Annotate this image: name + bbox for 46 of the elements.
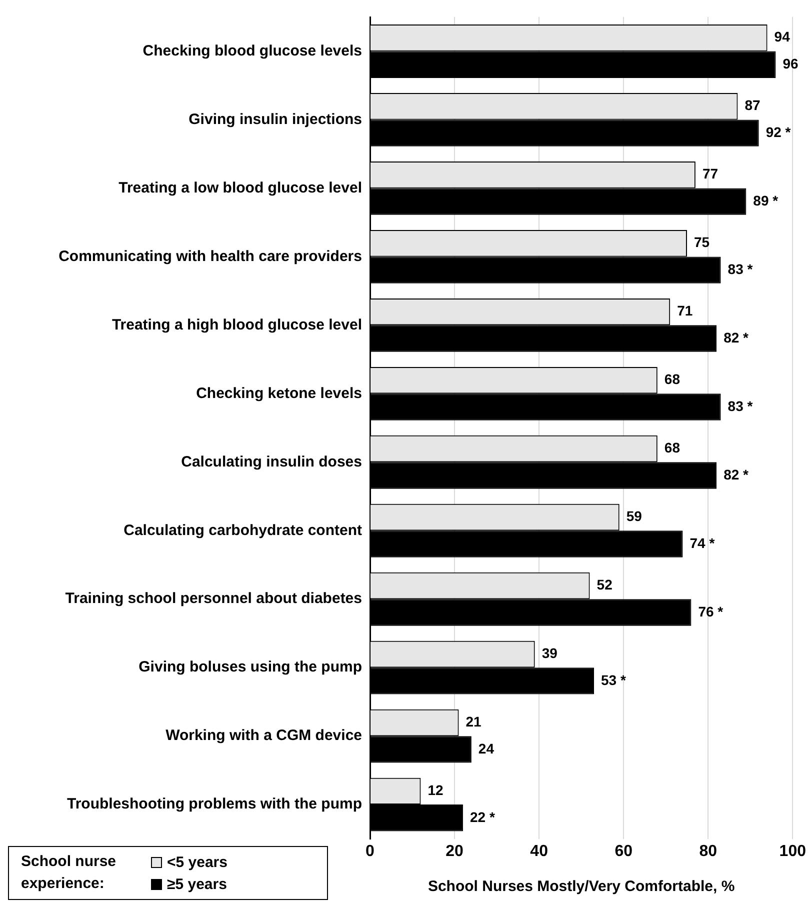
x-tick-label: 60	[614, 842, 633, 860]
x-tick-label: 80	[699, 842, 718, 860]
data-label: 83 *	[728, 260, 754, 277]
y-tick-label: Giving boluses using the pump	[138, 658, 362, 676]
data-label: 24	[478, 740, 494, 756]
y-tick-label: Checking ketone levels	[196, 384, 362, 402]
data-label: 76 *	[698, 603, 724, 620]
data-label: 94	[774, 28, 790, 45]
y-tick-label: Communicating with health care providers	[58, 248, 362, 265]
y-tick-label: Working with a CGM device	[166, 727, 362, 744]
data-label: 75	[694, 234, 710, 250]
data-label: 82 *	[724, 329, 750, 346]
y-tick-label: Treating a high blood glucose level	[112, 316, 362, 334]
data-label: 52	[596, 576, 613, 593]
x-tick-label: 0	[366, 842, 375, 860]
data-label: 68	[664, 371, 680, 388]
data-label: 82 *	[724, 466, 750, 482]
y-tick-label: Calculating insulin doses	[181, 453, 362, 470]
legend-label: ≥5 years	[167, 876, 227, 892]
data-label: 68	[664, 440, 680, 456]
data-label: 39	[542, 645, 558, 662]
y-tick-label: Training school personnel about diabetes	[65, 590, 362, 608]
x-tick-label: 20	[446, 842, 464, 860]
x-tick-label: 100	[779, 842, 806, 860]
data-label: 22 *	[470, 808, 496, 825]
legend-title: School nurse experience:	[20, 852, 118, 894]
data-label: 74 *	[690, 534, 716, 551]
x-axis-title: School Nurses Mostly/Very Comfortable, %	[428, 878, 735, 896]
y-tick-label: Troubleshooting problems with the pump	[67, 796, 362, 813]
data-label: 83 *	[728, 398, 754, 414]
y-tick-label: Treating a low blood glucose level	[118, 179, 362, 196]
data-label: 53 *	[601, 672, 626, 688]
x-tick-label: 40	[530, 842, 548, 860]
data-label: 92 *	[766, 124, 792, 140]
data-label: 77	[702, 166, 718, 182]
data-label: 71	[677, 302, 693, 319]
y-tick-label: Calculating carbohydrate content	[124, 522, 362, 539]
legend-label: <5 years	[167, 854, 228, 870]
y-tick-label: Giving insulin injections	[188, 110, 362, 128]
data-label: 12	[428, 782, 444, 798]
data-label: 89 *	[753, 192, 779, 208]
y-tick-label: Checking blood glucose levels	[142, 42, 362, 60]
data-label: 87	[744, 97, 760, 114]
data-label: 21	[466, 714, 482, 730]
data-label: 59	[626, 508, 642, 524]
data-label: 96	[782, 55, 799, 72]
